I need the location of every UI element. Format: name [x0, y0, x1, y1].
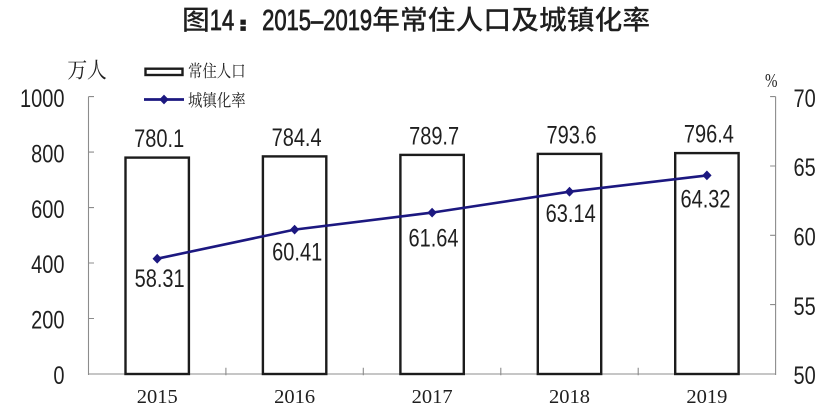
- svg-text:780.1: 780.1: [134, 125, 184, 153]
- svg-text:61.64: 61.64: [408, 224, 458, 252]
- svg-text:65: 65: [794, 154, 816, 182]
- svg-text:%: %: [765, 70, 777, 91]
- svg-text:64.32: 64.32: [680, 185, 730, 213]
- svg-text:793.6: 793.6: [546, 121, 596, 149]
- svg-text:2015: 2015: [137, 386, 178, 406]
- svg-text:600: 600: [31, 196, 64, 224]
- svg-text:796.4: 796.4: [684, 121, 734, 149]
- svg-text:60: 60: [794, 223, 816, 251]
- svg-text:2015–2019: 2015–2019: [262, 5, 372, 36]
- svg-text:2019: 2019: [686, 386, 727, 406]
- svg-text:1000: 1000: [20, 85, 64, 113]
- svg-text:2017: 2017: [412, 386, 453, 406]
- svg-text:50: 50: [794, 362, 816, 390]
- svg-text:60.41: 60.41: [272, 238, 322, 266]
- svg-text:0: 0: [53, 362, 64, 390]
- svg-text:14: 14: [210, 5, 234, 36]
- svg-text:800: 800: [31, 140, 64, 168]
- svg-text:58.31: 58.31: [135, 265, 185, 293]
- svg-text:200: 200: [31, 307, 64, 335]
- svg-text:2018: 2018: [549, 386, 590, 406]
- svg-text:2016: 2016: [274, 386, 315, 406]
- svg-text:70: 70: [794, 85, 816, 113]
- svg-text:400: 400: [31, 251, 64, 279]
- svg-text:55: 55: [794, 293, 816, 321]
- svg-text:63.14: 63.14: [546, 200, 596, 228]
- svg-text:784.4: 784.4: [272, 124, 322, 152]
- svg-text:789.7: 789.7: [409, 122, 459, 150]
